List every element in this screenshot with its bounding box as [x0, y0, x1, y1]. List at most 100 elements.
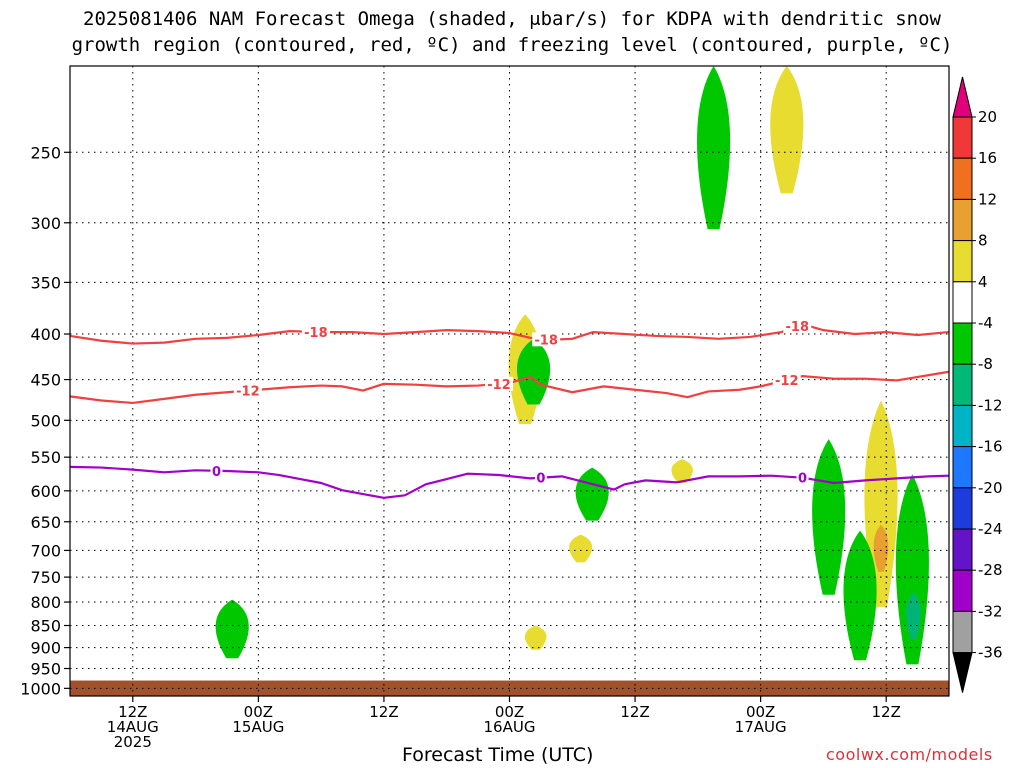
colorbar-label: -20	[978, 479, 1003, 497]
contour-label: -18	[786, 320, 810, 335]
colorbar-swatch	[952, 528, 973, 571]
contour-label: 0	[212, 465, 221, 480]
y-tick-label: 900	[30, 639, 61, 658]
x-tick-label: 12Z	[118, 703, 147, 721]
y-tick-label: 500	[30, 411, 61, 430]
colorbar-swatch	[952, 404, 973, 448]
y-tick-label: 800	[30, 593, 61, 612]
colorbar: 20 16 12 8 4 -4 -8 -12 -16 -20 -24 -28 -32 -36	[952, 76, 1003, 693]
chart-title: 2025081406 NAM Forecast Omega (shaded, μ…	[0, 6, 1024, 58]
contour-label-bg	[796, 470, 809, 485]
contour-label-bg	[233, 383, 262, 398]
colorbar-label: -28	[978, 561, 1003, 579]
colorbar-label: -32	[978, 602, 1003, 620]
ground-surface	[70, 680, 949, 696]
contour-label-bg	[772, 373, 801, 388]
colorbar-swatch	[952, 281, 973, 324]
colorbar-swatch	[952, 240, 973, 283]
contour-label: -18	[534, 333, 558, 348]
colorbar-top-arrow	[952, 76, 973, 118]
omega-shade-10	[864, 400, 898, 607]
colorbar-label: 8	[978, 232, 988, 250]
contour-label-bg	[534, 470, 547, 485]
omega-shade-6	[671, 459, 693, 484]
omega-shade-5	[524, 625, 547, 650]
y-tick-label: 250	[30, 143, 61, 162]
x-tick-label: 14AUG	[107, 718, 159, 736]
y-tick-label: 650	[30, 513, 61, 532]
colorbar-label: 4	[978, 273, 988, 291]
x-tick-label: 17AUG	[735, 718, 787, 736]
colorbar-label: -12	[978, 396, 1003, 414]
contour-line-0	[69, 465, 950, 499]
x-tick-label: 12Z	[369, 703, 398, 721]
x-tick-label: 00Z	[746, 703, 775, 721]
contour-label-bg	[532, 332, 561, 347]
colorbar-label: -8	[978, 355, 993, 373]
colorbar-label: -36	[978, 644, 1003, 662]
omega-shade-14	[906, 592, 921, 639]
colorbar-bottom-arrow	[952, 652, 973, 693]
colorbar-label: -24	[978, 520, 1003, 538]
omega-shade-4	[569, 534, 593, 563]
y-tick-label: 300	[30, 214, 61, 233]
omega-shade-12	[843, 530, 877, 661]
omega-shading-layer	[215, 66, 929, 665]
omega-shade-2	[516, 338, 551, 405]
x-tick-label: 00Z	[244, 703, 273, 721]
contour-label: -12	[487, 378, 511, 393]
omega-shade-7	[696, 66, 731, 230]
contour-label: -12	[775, 374, 799, 389]
colorbar-swatch	[952, 487, 973, 530]
contour-label: 0	[536, 472, 545, 487]
omega-shade-0	[215, 599, 249, 659]
omega-shade-3	[575, 467, 609, 521]
x-tick-label: 2025	[114, 733, 152, 751]
colorbar-label: 20	[978, 108, 997, 126]
omega-shade-9	[812, 439, 846, 595]
contour-label: 0	[798, 472, 807, 487]
colorbar-swatch	[952, 322, 973, 365]
y-tick-label: 850	[30, 616, 61, 635]
y-tick-label: 750	[30, 568, 61, 587]
y-tick-label: 600	[30, 482, 61, 501]
y-tick-label: 400	[30, 325, 61, 344]
contour-label-bg	[301, 324, 330, 339]
colorbar-swatch	[952, 610, 973, 654]
contour-label-bg	[485, 376, 514, 391]
contour-label: -12	[236, 385, 260, 400]
contour-label-bg	[210, 463, 223, 478]
x-tick-label: 12Z	[872, 703, 901, 721]
x-tick-label: 12Z	[620, 703, 649, 721]
omega-shade-8	[770, 66, 804, 194]
grid-layer	[70, 66, 949, 696]
y-tick-label: 950	[30, 660, 61, 679]
y-tick-label: 350	[30, 273, 61, 292]
x-tick-label: 15AUG	[232, 718, 284, 736]
colorbar-label: -16	[978, 438, 1003, 456]
contour-label-bg	[783, 319, 812, 334]
colorbar-label: 12	[978, 190, 997, 208]
x-tick-label: 00Z	[495, 703, 524, 721]
y-tick-label: 550	[30, 448, 61, 467]
colorbar-label: 16	[978, 149, 997, 167]
y-tick-label: 700	[30, 541, 61, 560]
colorbar-swatch	[952, 116, 973, 159]
x-axis-title: Forecast Time (UTC)	[402, 744, 594, 766]
colorbar-swatch	[952, 446, 973, 489]
y-axis: 250 300 350 400 450 500 550 600 650 700 750 800 850 9…	[20, 143, 70, 698]
source-credit: coolwx.com/models	[826, 745, 993, 764]
contour-label: -18	[304, 326, 328, 341]
y-tick-label: 450	[30, 371, 61, 390]
omega-shade-11	[873, 524, 889, 572]
colorbar-swatch	[952, 198, 973, 242]
colorbar-label: -4	[978, 314, 993, 332]
colorbar-swatch	[952, 569, 973, 612]
title-line-1: 2025081406 NAM Forecast Omega (shaded, μ…	[83, 8, 941, 30]
title-line-2: growth region (contoured, red, ºC) and f…	[71, 34, 953, 56]
colorbar-swatch	[952, 363, 973, 406]
ground-layer	[70, 680, 949, 696]
x-tick-label: 16AUG	[484, 718, 536, 736]
